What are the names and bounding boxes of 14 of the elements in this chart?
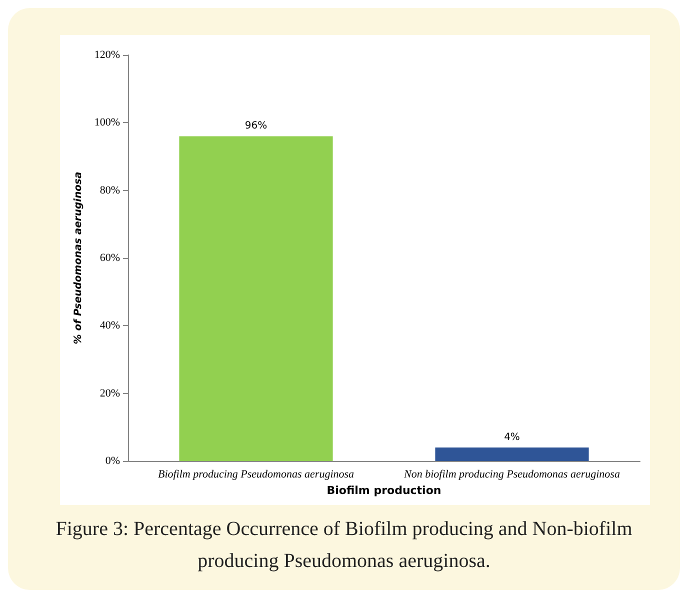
y-tick-label: 60% [100,252,120,264]
y-tick-label: 80% [100,184,120,196]
y-tick-label: 100% [94,116,120,129]
x-tick-label: Non biofilm producing Pseudomonas aeruginosa [403,468,620,480]
text: Figure 3: Percentage Occurrence of Biofilm producing and Non-biofilm producing Pseudomonas aeruginosa. [54,517,634,574]
x-tick-label: Biofilm producing Pseudomonas aeruginosa [158,468,355,480]
data-label: 4% [504,432,520,443]
data-label: 96% [244,120,268,132]
y-tick-label: 40% [100,320,120,332]
y-tick-label: 20% [100,387,120,400]
y-tick-label: 0% [105,455,120,467]
y-tick-label: 120% [94,49,120,61]
y-axis-title: % of Pseudomonas aeruginosa [72,172,84,344]
x-axis-title: Biofilm production [326,484,442,497]
